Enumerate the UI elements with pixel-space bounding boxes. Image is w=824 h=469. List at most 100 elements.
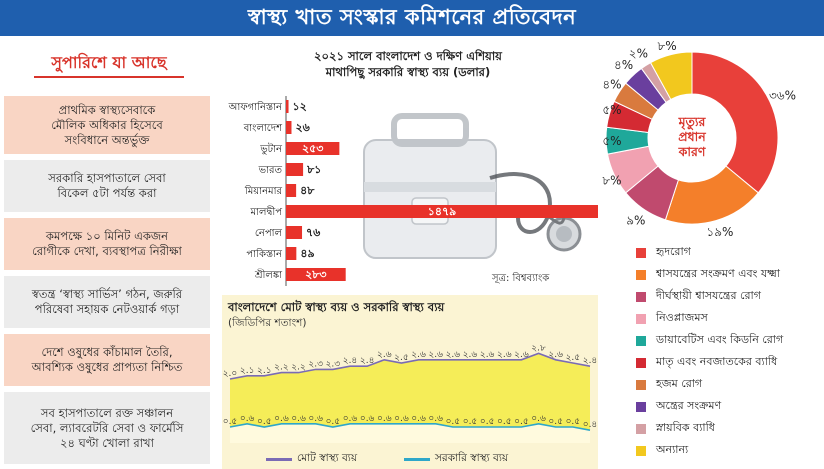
data-label-total: ২.৪ xyxy=(343,356,358,366)
cause-legend-item: নিওপ্লাজমস xyxy=(636,309,708,328)
data-label-total: ২.১ xyxy=(257,366,272,376)
data-label-govt: ০.৬ xyxy=(240,414,255,424)
bar-chart-source: সূত্র: বিশ্বব্যাংক xyxy=(492,273,550,284)
series-line-total xyxy=(229,352,591,380)
data-label-total: ২.৫ xyxy=(394,353,409,363)
legend-label-govt: সরকারি স্বাস্থ্য ব্যয় xyxy=(435,452,509,464)
bar xyxy=(286,142,340,155)
cause-legend-swatch xyxy=(636,313,646,324)
cause-legend-swatch xyxy=(636,269,646,280)
data-label-govt: ০.৫ xyxy=(497,417,512,427)
cause-legend-label: অন্ত্রের সংক্রমণ xyxy=(656,399,722,412)
cause-legend-item: অন্যান্য xyxy=(636,441,688,460)
line-chart: ২.০ ০.৫ ২.১ ০.৬ ২.১ ০.৫ ২.২ ০.৬ ২.২ ০.৬ ২.৩ ০.৬ ২.৩ ০… xyxy=(223,343,598,443)
cause-legend-label: মাতৃ এবং নবজাতকের ব্যাধি xyxy=(656,355,778,368)
header-banner: স্বাস্থ্য খাত সংস্কার কমিশনের প্রতিবেদন xyxy=(0,0,824,36)
data-label-total: ২.৬ xyxy=(514,350,529,360)
line-chart-legend: মোট স্বাস্থ্য ব্যয় সরকারি স্বাস্থ্য ব্য… xyxy=(222,449,598,467)
bar-value-label: ৪৯ xyxy=(300,247,314,260)
cause-legend-label: হজম রোগ xyxy=(656,377,703,390)
donut-chart: ৩৬%১৯%৯%৮%৫%৫%৪%৪%২%৮% মৃত্যুর প্রধান কারণ xyxy=(602,39,796,239)
bar-value-label: ৪৮ xyxy=(300,184,315,197)
heading-underline xyxy=(34,76,184,78)
data-label-govt: ০.৬ xyxy=(360,414,375,424)
data-label-govt: ০.৫ xyxy=(566,417,581,427)
donut-center-label: মৃত্যুর প্রধান কারণ xyxy=(678,114,708,159)
donut-slice xyxy=(691,51,779,194)
bar-value-label: ১৪৭৯ xyxy=(428,205,457,218)
data-label-total: ২.৩ xyxy=(308,359,323,369)
bar-category-label: নেপাল xyxy=(255,228,283,239)
data-label-govt: ০.৬ xyxy=(274,414,289,424)
cause-legend-label: দীর্ঘস্থায়ী শ্বাসযন্ত্রের রোগ xyxy=(656,289,761,302)
cause-legend-item: দীর্ঘস্থায়ী শ্বাসযন্ত্রের রোগ xyxy=(636,287,761,306)
donut-value-label: ৩৬% xyxy=(769,88,796,102)
legend-item-govt: সরকারি স্বাস্থ্য ব্যয় xyxy=(404,451,508,468)
data-label-govt: ০.৫ xyxy=(548,417,563,427)
data-label-total: ২.২ xyxy=(291,363,306,373)
series-line-govt xyxy=(229,422,591,431)
data-label-govt: ০.৬ xyxy=(531,414,546,424)
cause-legend-swatch xyxy=(636,445,646,456)
donut-value-label: ৯% xyxy=(626,214,645,228)
donut-value-label: ৪% xyxy=(614,58,633,72)
causes-of-death-chart: ৩৬% ১৯% ৯% ৮% ৫% ৫% ৪% ৪% ২% ৮% মৃত্যুর প্রধান কারণ xyxy=(600,39,824,240)
cause-legend-swatch xyxy=(636,247,646,258)
data-label-govt: ০.৫ xyxy=(257,417,272,427)
data-label-total: ২.৫ xyxy=(566,353,581,363)
legend-swatch-total xyxy=(266,458,292,461)
recommendation-item: দেশে ওষুধের কাঁচামাল তৈরি, আবশ্যিক ওষুধে… xyxy=(4,334,210,386)
bar-category-label: ভারত xyxy=(258,165,283,176)
bar xyxy=(286,121,292,134)
bar-value-label: ৭৬ xyxy=(306,226,321,239)
bar-value-label: ২৫৩ xyxy=(302,142,323,155)
donut-center-line: কারণ xyxy=(678,144,707,159)
cause-legend-swatch xyxy=(636,335,646,346)
cause-legend-label: অন্যান্য xyxy=(656,443,689,456)
bar-category-label: ভুটান xyxy=(259,142,283,155)
cause-legend-item: হৃদরোগ xyxy=(636,243,691,262)
data-label-total: ২.৪ xyxy=(360,356,375,366)
recommendation-item: স্বতন্ত্র ‘স্বাস্থ্য সার্ভিস’ গঠন, জরুরি… xyxy=(4,276,210,328)
cause-legend-label: স্নায়বিক ব্যাধি xyxy=(656,421,715,434)
bar-category-label: বাংলাদেশ xyxy=(243,123,283,134)
line-chart-panel: বাংলাদেশে মোট স্বাস্থ্য ব্যয় ও সরকারি স… xyxy=(222,295,598,469)
cause-legend-label: নিওপ্লাজমস xyxy=(656,311,708,324)
cause-legend-item: শ্বাসযন্ত্রের সংক্রমণ এবং যক্ষ্মা xyxy=(636,265,780,284)
bar-value-label: ২৮৩ xyxy=(305,268,326,281)
data-label-govt: ০.৫ xyxy=(514,417,529,427)
recommendation-item: প্রাথমিক স্বাস্থ্যসেবাকে মৌলিক অধিকার হি… xyxy=(4,96,210,154)
bar xyxy=(286,163,304,176)
recommendations-heading: সুপারিশে যা আছে xyxy=(51,53,167,72)
data-label-govt: ০.৪ xyxy=(583,420,598,430)
bar xyxy=(286,184,297,197)
data-label-total: ২.৬ xyxy=(497,350,512,360)
cause-legend-label: শ্বাসযন্ত্রের সংক্রমণ এবং যক্ষ্মা xyxy=(656,267,780,280)
bar-chart: আফগানিস্তান ১২ বাংলাদেশ ২৬ ভুটান ২৫৩ ভারত ৮১ মিয… xyxy=(228,96,598,286)
recommendation-item: কমপক্ষে ১০ মিনিট একজন রোগীকে দেখা, ব্যবস… xyxy=(4,218,210,270)
line-chart-title: বাংলাদেশে মোট স্বাস্থ্য ব্যয় ও সরকারি স… xyxy=(228,300,445,314)
data-label-total: ২.২ xyxy=(274,363,289,373)
bar-value-label: ১২ xyxy=(293,100,307,113)
bar-category-label: মালদ্বীপ xyxy=(250,205,283,218)
data-label-govt: ০.৬ xyxy=(343,414,358,424)
data-label-govt: ০.৬ xyxy=(291,414,306,424)
data-label-total: ২.৮ xyxy=(531,343,546,353)
donut-value-label: ৮% xyxy=(658,40,677,53)
donut-value-label: ২% xyxy=(629,47,648,61)
cause-legend-swatch xyxy=(636,423,646,434)
donut-value-label: ৪% xyxy=(602,77,621,91)
donut-center-line: প্রধান xyxy=(678,129,707,144)
data-label-total: ২.৬ xyxy=(428,350,443,360)
donut-value-label: ৫% xyxy=(602,103,621,117)
bar-category-label: শ্রীলঙ্কা xyxy=(254,268,283,281)
recommendations-panel: সুপারিশে যা আছে প্রাথমিক স্বাস্থ্যসেবাকে… xyxy=(0,40,218,469)
data-label-govt: ০.৫ xyxy=(326,417,341,427)
data-label-govt: ০.৬ xyxy=(411,414,426,424)
cause-legend-swatch xyxy=(636,291,646,302)
data-label-total: ২.১ xyxy=(240,366,255,376)
data-label-govt: ০.৬ xyxy=(377,414,392,424)
cause-legend-label: হৃদরোগ xyxy=(656,245,691,258)
bar-category-label: আফগানিস্তান xyxy=(228,101,283,113)
bar xyxy=(286,226,303,239)
